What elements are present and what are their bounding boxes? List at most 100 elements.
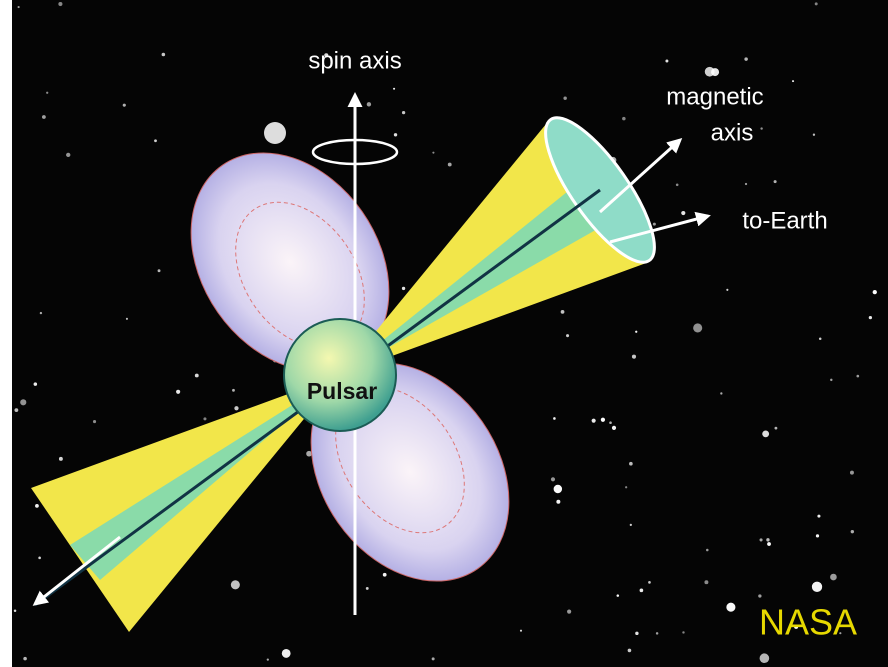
star xyxy=(774,180,777,183)
magnetic-axis-label: axis xyxy=(711,119,754,146)
star xyxy=(869,316,872,319)
star xyxy=(850,471,854,475)
star xyxy=(830,574,837,581)
star xyxy=(66,153,70,157)
star xyxy=(601,418,605,422)
star xyxy=(711,68,719,76)
star xyxy=(630,524,632,526)
star xyxy=(231,580,240,589)
to-earth-label: to-Earth xyxy=(742,207,827,234)
star xyxy=(760,538,763,541)
star xyxy=(817,515,820,518)
pulsar-label: Pulsar xyxy=(307,378,377,404)
star xyxy=(402,111,405,114)
star xyxy=(154,139,157,142)
star xyxy=(394,133,397,136)
star xyxy=(14,609,17,612)
star xyxy=(176,390,180,394)
pulsar-diagram: Pulsar spin axis magnetic axis to-Earth … xyxy=(0,0,888,667)
star xyxy=(566,334,569,337)
star xyxy=(819,338,822,341)
star xyxy=(203,417,206,420)
star xyxy=(815,2,818,5)
star xyxy=(267,658,269,660)
star xyxy=(648,581,651,584)
star xyxy=(35,504,39,508)
star xyxy=(592,419,596,423)
spin-axis-label: spin axis xyxy=(308,47,401,74)
star xyxy=(760,653,770,663)
star xyxy=(632,355,636,359)
star xyxy=(813,134,815,136)
star xyxy=(622,117,626,121)
star xyxy=(126,318,128,320)
star xyxy=(693,323,702,332)
credit: NASA xyxy=(759,602,857,643)
star xyxy=(704,580,708,584)
star xyxy=(42,115,46,119)
star xyxy=(745,183,747,185)
star xyxy=(682,631,684,633)
star xyxy=(448,163,452,167)
star xyxy=(640,589,644,593)
star xyxy=(812,582,822,592)
star xyxy=(556,500,560,504)
star xyxy=(635,632,638,635)
star xyxy=(58,2,62,6)
star xyxy=(38,557,41,560)
star xyxy=(625,486,627,488)
star xyxy=(612,426,616,430)
star xyxy=(851,530,854,533)
star xyxy=(59,457,63,461)
star xyxy=(553,417,556,420)
star xyxy=(46,92,48,94)
star xyxy=(873,290,877,294)
star xyxy=(617,594,620,597)
star xyxy=(706,549,709,552)
star xyxy=(726,603,735,612)
star xyxy=(34,382,38,386)
page: {"labels": {"spin_axis": "spin axis", "m… xyxy=(0,0,888,667)
star xyxy=(23,657,27,661)
magnetic-axis-label: magnetic xyxy=(666,83,763,110)
star xyxy=(767,542,771,546)
distant-star xyxy=(264,122,286,144)
star xyxy=(14,408,18,412)
star xyxy=(744,57,747,60)
star xyxy=(635,331,637,333)
star xyxy=(40,312,42,314)
star xyxy=(628,649,632,653)
star xyxy=(567,610,571,614)
star xyxy=(432,657,435,660)
star xyxy=(681,211,685,215)
star xyxy=(726,289,728,291)
star xyxy=(609,421,612,424)
star xyxy=(762,430,769,437)
star xyxy=(383,573,387,577)
star xyxy=(629,462,633,466)
star xyxy=(520,630,522,632)
star xyxy=(656,632,658,634)
star xyxy=(393,88,395,90)
star xyxy=(792,80,794,82)
star xyxy=(367,102,371,106)
star xyxy=(758,594,761,597)
star xyxy=(563,96,566,99)
star xyxy=(760,127,762,129)
star xyxy=(561,310,565,314)
pulsar xyxy=(284,319,396,431)
star xyxy=(551,477,555,481)
star xyxy=(653,223,656,226)
star xyxy=(676,183,679,186)
star xyxy=(774,427,777,430)
star xyxy=(432,152,434,154)
star xyxy=(234,406,238,410)
star xyxy=(402,287,405,290)
star xyxy=(816,534,819,537)
star xyxy=(195,374,199,378)
star xyxy=(282,649,291,658)
star xyxy=(232,389,235,392)
star xyxy=(366,587,369,590)
star xyxy=(93,420,96,423)
star xyxy=(158,269,161,272)
